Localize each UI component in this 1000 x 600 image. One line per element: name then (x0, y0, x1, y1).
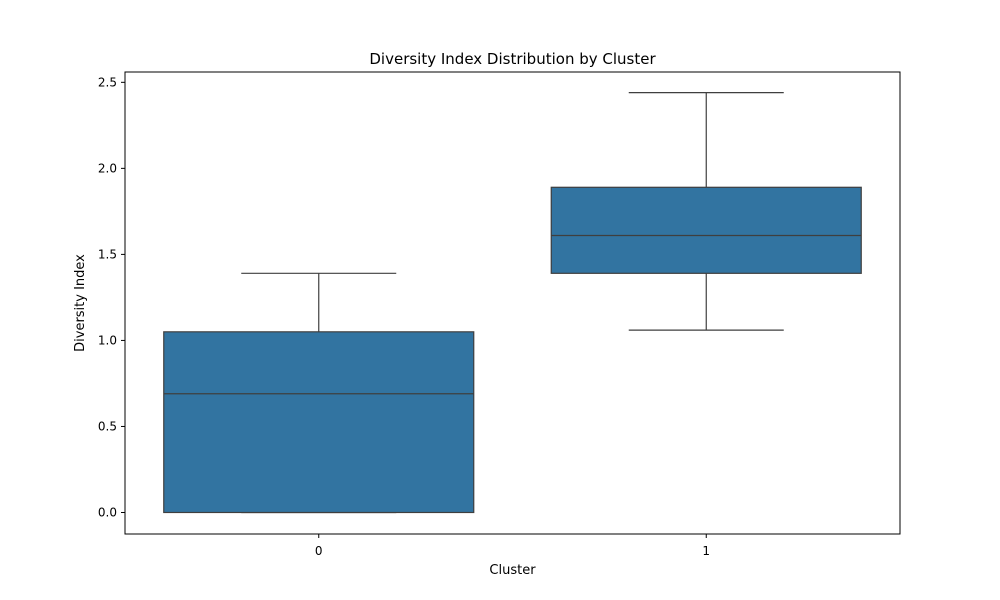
box-cluster-0 (163, 331, 475, 514)
y-axis-label: Diversity Index (73, 254, 88, 352)
boxes-group (163, 92, 862, 514)
y-tick-label: 2.5 (98, 75, 117, 89)
y-axis: 0.0 0.5 1.0 1.5 2.0 2.5 (98, 75, 125, 519)
x-axis-label: Cluster (489, 563, 536, 578)
y-tick-label: 0.5 (98, 419, 117, 433)
chart-title: Diversity Index Distribution by Cluster (369, 50, 656, 68)
y-tick-label: 1.5 (98, 247, 117, 261)
y-tick-label: 0.0 (98, 505, 117, 519)
x-tick-label: 0 (315, 544, 323, 558)
box-cluster-1 (550, 186, 862, 274)
x-tick-label: 1 (702, 544, 710, 558)
plot-area (124, 71, 901, 535)
y-tick-label: 1.0 (98, 333, 117, 347)
y-tick-label: 2.0 (98, 161, 117, 175)
